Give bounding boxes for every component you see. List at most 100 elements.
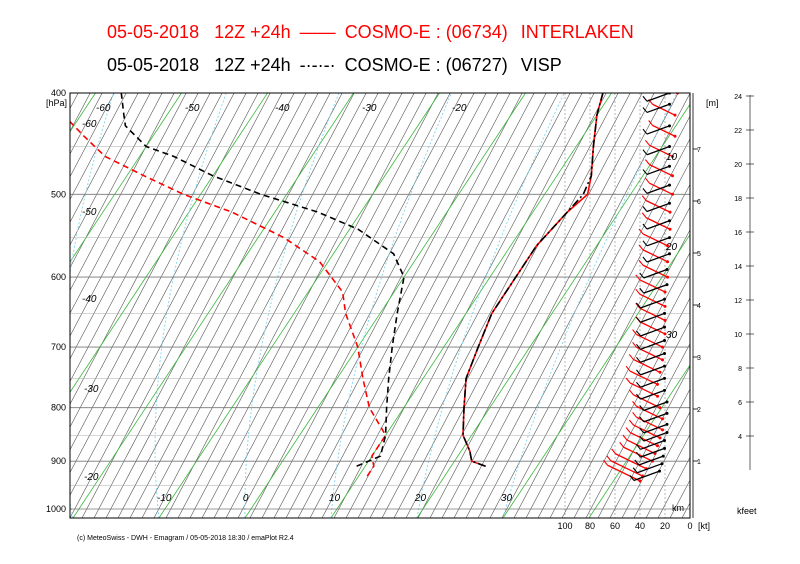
dry-adiabat <box>706 63 800 518</box>
wind-barb-shaft <box>652 103 676 116</box>
wind-barb-origin <box>668 252 671 256</box>
dry-adiabat <box>441 93 667 518</box>
title-2-station: VISP <box>521 55 562 75</box>
dry-adiabat <box>225 93 451 518</box>
wind-barb-origin <box>663 364 666 368</box>
dry-adiabat <box>70 93 163 269</box>
dry-adiabat <box>189 93 415 518</box>
dry-adiabat <box>561 274 690 518</box>
dry-adiabat <box>718 63 800 518</box>
isotherm-line <box>588 364 690 518</box>
pressure-tick-label: 400 <box>51 88 66 98</box>
dry-adiabat <box>165 93 391 518</box>
isotherm-line <box>70 93 96 133</box>
wind-barb-feather <box>628 354 634 360</box>
wind-barb-shaft <box>646 253 670 263</box>
wind-barb-origin <box>668 201 671 205</box>
title-line-1: 05-05-2018 12Z +24h —— COSMO-E : (06734)… <box>107 22 634 42</box>
title-line-2: 05-05-2018 12Z +24h -·-·-· COSMO-E : (06… <box>107 55 562 75</box>
wind-barb-shaft <box>633 470 660 482</box>
wind-barb-feather <box>635 274 641 281</box>
wind-barb-feather <box>628 389 634 396</box>
dry-adiabat <box>537 229 690 518</box>
dry-adiabat <box>609 365 690 518</box>
kfeet-tick-label: 6 <box>738 400 742 407</box>
wind-barb-shaft <box>640 365 665 376</box>
wind-barb-feather <box>625 365 631 372</box>
wind-barb-shaft <box>646 202 670 213</box>
wind-barb-shaft <box>642 249 668 263</box>
dry-adiabat <box>790 63 800 518</box>
wind-barb-shaft <box>636 463 663 474</box>
wind-barb-origin <box>663 290 667 294</box>
dry-adiabat <box>597 342 690 518</box>
dry-adiabat <box>333 93 559 518</box>
dry-adiabat <box>70 93 187 314</box>
dry-adiabat <box>237 93 463 518</box>
wind-barb-feather <box>639 416 645 423</box>
wind-barb-shaft <box>652 124 676 137</box>
wind-barb-shaft <box>643 401 668 412</box>
wind-barb-feather <box>642 188 648 194</box>
wind-barb-origin <box>666 275 669 279</box>
dry-adiabat <box>0 63 70 518</box>
isotherm-line <box>502 233 690 518</box>
wind-barb-feather <box>636 381 641 388</box>
wind-barb-origin <box>663 439 666 443</box>
wind-barb-shaft <box>646 165 670 176</box>
wind-barb-feather <box>645 139 650 146</box>
dry-adiabat <box>297 93 523 518</box>
wind-barb-feather <box>642 240 648 247</box>
wind-barb-origin <box>668 164 671 168</box>
dry-adiabat <box>70 93 103 155</box>
footer-credit: (c) MeteoSwiss - DWH - Emagram / 05-05-2… <box>77 535 294 542</box>
wind-barb-shaft <box>607 464 641 482</box>
km-tick-label: 6 <box>697 199 701 206</box>
dry-adiabat <box>93 93 319 518</box>
dry-adiabat <box>70 93 139 223</box>
wind-barb-shaft <box>643 431 668 442</box>
wind-barb-shaft <box>640 312 665 323</box>
wind-barb-shaft <box>639 279 666 293</box>
wind-barb-origin <box>668 227 672 231</box>
wind-tick-label: 40 <box>635 521 645 531</box>
wind-barb-feather <box>642 206 648 212</box>
interlaken-dewpoint-line <box>70 120 387 477</box>
wind-barb-shaft <box>645 217 671 230</box>
wind-tick-label: 100 <box>557 521 572 531</box>
wind-barb-shaft <box>642 264 668 278</box>
wind-barb-shaft <box>646 145 670 156</box>
wind-barb-origin <box>663 325 666 329</box>
pressure-tick-label: 1000 <box>46 504 66 514</box>
wind-barb-shaft <box>640 389 665 400</box>
wind-barb-origin <box>663 352 666 356</box>
wind-barb-origin <box>666 260 669 264</box>
km-tick-label: 3 <box>697 355 701 362</box>
title-1-model: COSMO-E : (06734) <box>345 22 508 42</box>
dry-adiabat <box>573 297 690 518</box>
wind-barb-origin <box>658 469 661 473</box>
wind-barb-feather <box>648 120 654 126</box>
mixing-ratio-label: 20 <box>665 242 678 253</box>
dry-adiabat <box>129 93 355 518</box>
wind-barb-shaft <box>649 164 673 177</box>
dry-adiabat <box>754 63 800 518</box>
isotherm-label: -30 <box>84 384 99 395</box>
isotherm-label: -20 <box>452 103 467 114</box>
dry-adiabat <box>766 63 800 518</box>
wind-barb-origin <box>661 345 664 349</box>
wind-barb-origin <box>665 411 669 415</box>
wind-barb-feather <box>636 443 641 450</box>
dry-adiabat <box>357 93 583 518</box>
wind-barb-shaft <box>646 125 670 135</box>
dry-adiabat <box>213 93 439 518</box>
dry-adiabat <box>249 93 475 518</box>
dry-adiabat <box>477 115 690 518</box>
wind-barb-shaft <box>642 233 668 247</box>
isotherm-line <box>0 93 10 518</box>
wind-barb-shaft <box>646 220 670 230</box>
wind-barb-feather <box>641 212 647 219</box>
dry-adiabat <box>70 93 283 496</box>
dry-adiabat <box>70 93 211 360</box>
wind-barb-feather <box>635 288 641 295</box>
